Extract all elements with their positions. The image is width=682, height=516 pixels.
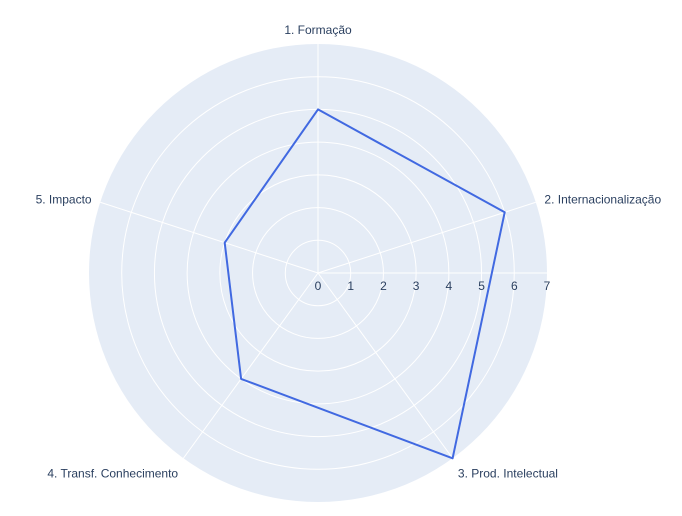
- category-label: 2. Internacionalização: [544, 193, 661, 207]
- radial-axis-ticks: 0 1 2 3 4 5 6 7: [315, 279, 551, 293]
- radial-tick-label: 3: [413, 279, 420, 293]
- category-label: 3. Prod. Intelectual: [458, 467, 558, 481]
- radial-tick-label: 6: [511, 279, 518, 293]
- grid-spoke: [100, 201, 319, 274]
- category-label: 5. Impacto: [36, 193, 92, 207]
- radial-tick-label: 4: [446, 279, 453, 293]
- radial-tick-label: 5: [478, 279, 485, 293]
- category-labels: 1. Formação 2. Internacionalização 3. Prod…: [36, 23, 662, 481]
- radial-tick-label: 7: [544, 279, 551, 293]
- angular-grid: [100, 44, 547, 459]
- series-line: [223, 108, 506, 460]
- category-label: 1. Formação: [284, 23, 352, 37]
- radial-tick-label: 0: [315, 279, 322, 293]
- category-label: 4. Transf. Conhecimento: [47, 467, 178, 481]
- series-layer: [223, 108, 506, 460]
- grid-spoke: [182, 272, 319, 459]
- radial-tick-label: 2: [380, 279, 387, 293]
- grid-spoke: [317, 201, 536, 274]
- radial-tick-label: 1: [347, 279, 354, 293]
- grid-spoke: [317, 272, 454, 459]
